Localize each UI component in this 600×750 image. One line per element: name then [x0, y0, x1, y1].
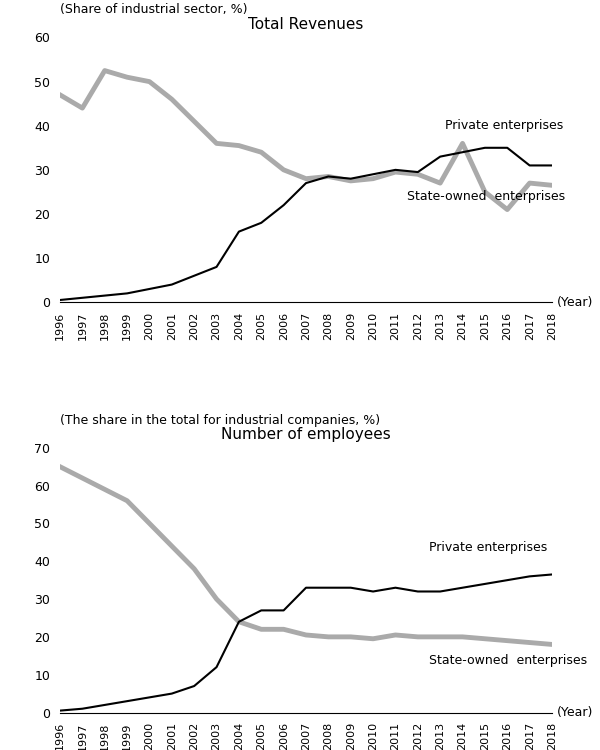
Text: (Share of industrial sector, %): (Share of industrial sector, %)	[60, 3, 248, 16]
Text: (Year): (Year)	[557, 706, 593, 719]
Text: Private enterprises: Private enterprises	[429, 541, 547, 554]
Text: Private enterprises: Private enterprises	[445, 119, 563, 132]
Text: State-owned  enterprises: State-owned enterprises	[429, 654, 587, 667]
Title: Number of employees: Number of employees	[221, 427, 391, 442]
Text: (The share in the total for industrial companies, %): (The share in the total for industrial c…	[60, 413, 380, 427]
Text: (Year): (Year)	[557, 296, 593, 309]
Text: State-owned  enterprises: State-owned enterprises	[407, 190, 565, 203]
Title: Total Revenues: Total Revenues	[248, 17, 364, 32]
